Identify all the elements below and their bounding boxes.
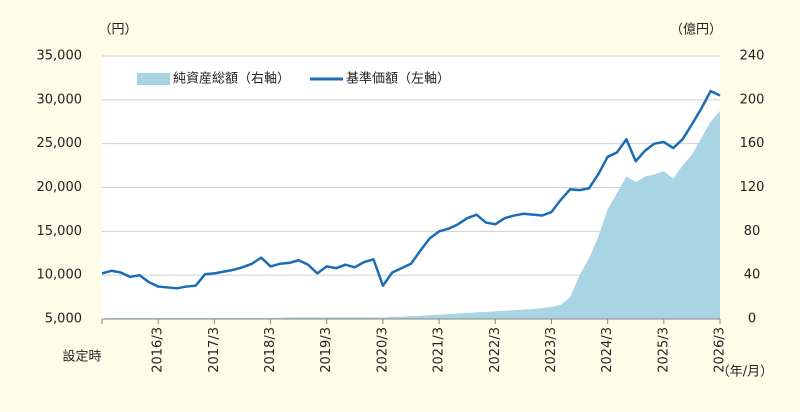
line xyxy=(101,89,721,290)
x-tick-label: 2020/3 xyxy=(375,327,390,373)
x-tick-label: 2025/3 xyxy=(656,327,671,373)
legend-label: 純資産総額（右軸） xyxy=(173,71,290,87)
y-tick-label: 5,000 xyxy=(45,312,82,327)
x-tick-label: 2026/3 xyxy=(713,327,728,373)
x-tick-label: 2016/3 xyxy=(151,327,166,373)
y2-tick-label: 120 xyxy=(740,180,765,195)
y-tick-label: 30,000 xyxy=(37,92,83,107)
y2-tick-label: 40 xyxy=(744,268,761,283)
area xyxy=(102,110,720,320)
y-tick-label: 35,000 xyxy=(37,49,83,64)
x-tick-label: 2019/3 xyxy=(319,327,334,373)
y2-tick-label: 200 xyxy=(740,92,765,107)
x-tick-label: 2023/3 xyxy=(544,327,559,373)
y2-tick-label: 160 xyxy=(740,136,765,151)
legend-label: 基準価額（左軸） xyxy=(346,71,450,87)
x-tick-label: 2018/3 xyxy=(263,327,278,373)
y-tick-label: 25,000 xyxy=(37,136,83,151)
y-tick-label: 15,000 xyxy=(37,224,83,239)
y2-tick-label: 80 xyxy=(744,224,761,239)
x-tick-label: 2022/3 xyxy=(488,327,503,373)
legend-swatch xyxy=(137,73,170,85)
y-tick-label: 20,000 xyxy=(37,180,83,195)
y-tick-label: 10,000 xyxy=(37,268,83,283)
x-tick-label: 設定時 xyxy=(62,349,101,365)
y-unit: （円） xyxy=(98,23,137,38)
x-tick-label: 2021/3 xyxy=(432,327,447,373)
x-unit: （年/月） xyxy=(717,365,773,380)
y2-tick-label: 240 xyxy=(740,49,765,64)
x-tick-label: 2024/3 xyxy=(600,327,615,373)
y2-unit: （億円） xyxy=(670,22,722,38)
x-tick-label: 2017/3 xyxy=(207,327,222,373)
y2-tick-label: 0 xyxy=(748,312,756,327)
